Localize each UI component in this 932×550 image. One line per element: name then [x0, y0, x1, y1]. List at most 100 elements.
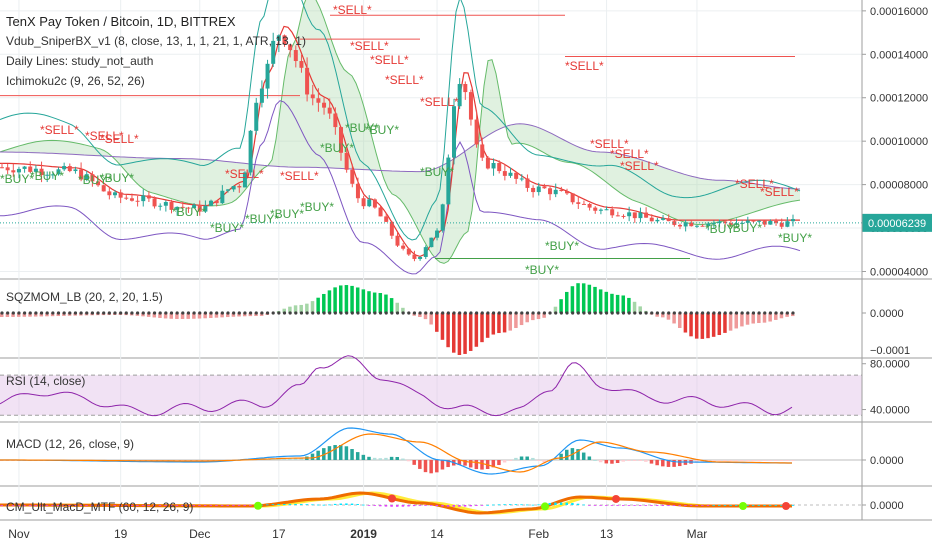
- candle-body: [548, 188, 553, 195]
- cm-histogram-bar: [791, 505, 794, 506]
- squeeze-histogram-bar: [186, 313, 190, 319]
- squeeze-dot: [198, 311, 202, 315]
- cm-histogram-bar: [350, 503, 354, 505]
- buy-signal-label: *BUY*: [728, 221, 762, 235]
- squeeze-dot: [740, 311, 744, 315]
- buy-signal-label: *BUY*: [78, 173, 112, 187]
- candle-body: [598, 209, 603, 211]
- cm-histogram-bar: [407, 505, 410, 507]
- squeeze-dot: [588, 311, 592, 315]
- candle-body: [542, 186, 547, 189]
- cm-histogram-bar: [757, 505, 761, 506]
- squeeze-dot: [463, 311, 467, 315]
- squeeze-histogram-bar: [310, 301, 315, 313]
- squeeze-dot: [299, 311, 304, 315]
- squeeze-dot: [186, 311, 191, 315]
- squeeze-dot: [28, 311, 32, 315]
- macd-histogram-bar: [751, 460, 755, 461]
- squeeze-dot: [424, 311, 428, 315]
- squeeze-dot: [429, 311, 433, 315]
- candle-body: [146, 195, 151, 199]
- cm-histogram-bar: [367, 505, 371, 506]
- squeeze-dot: [282, 311, 287, 315]
- squeeze-dot: [712, 311, 716, 315]
- squeeze-dot: [265, 311, 270, 315]
- squeeze-dot: [684, 311, 688, 315]
- price-axis-label: 0.00004000: [870, 266, 928, 278]
- macd-histogram-bar: [372, 457, 377, 460]
- squeeze-dot: [277, 311, 281, 315]
- squeeze-dot: [723, 311, 727, 315]
- cm-histogram-bar: [237, 505, 241, 506]
- cm-histogram-bar: [412, 505, 416, 507]
- candle-body: [502, 171, 507, 176]
- squeeze-histogram-bar: [706, 313, 710, 339]
- squeeze-histogram-bar: [389, 298, 394, 313]
- candle-body: [135, 200, 140, 202]
- squeeze-dot: [627, 311, 631, 315]
- price-axis-label: 0.00010000: [870, 136, 928, 148]
- candle-body: [384, 216, 389, 222]
- squeeze-histogram-bar: [728, 313, 733, 331]
- squeeze-dot: [141, 311, 145, 315]
- squeeze-histogram-bar: [627, 297, 631, 313]
- candle-body: [412, 254, 417, 259]
- candle-body: [90, 174, 95, 182]
- macd-histogram-bar: [632, 460, 637, 461]
- macd-histogram-bar: [316, 450, 320, 460]
- cm-histogram-bar: [463, 505, 467, 507]
- macd-histogram-bar: [694, 460, 699, 463]
- macd-histogram-bar: [322, 448, 326, 460]
- candle-body: [209, 200, 214, 206]
- squeeze-dot: [226, 311, 230, 315]
- cm-histogram-bar: [486, 504, 489, 506]
- candle-body: [491, 163, 496, 169]
- squeeze-histogram-bar: [293, 305, 298, 313]
- squeeze-dot: [458, 311, 462, 315]
- candle-body: [73, 169, 78, 172]
- squeeze-histogram-bar: [169, 313, 173, 319]
- macd-histogram-bar: [339, 444, 343, 460]
- sell-signal-label: *SELL*: [590, 137, 629, 151]
- candle-body: [203, 205, 208, 212]
- squeeze-dot: [73, 311, 78, 315]
- price-axis-label: 0.00014000: [870, 49, 928, 61]
- cm-histogram-bar: [418, 505, 422, 506]
- candle-body: [418, 256, 423, 259]
- squeeze-dot: [729, 311, 733, 315]
- ichimoku-span-b: [0, 123, 801, 190]
- candle-body: [723, 221, 728, 224]
- squeeze-histogram-bar: [163, 313, 168, 319]
- cm-histogram-bar: [271, 504, 275, 506]
- macd-histogram-bar: [299, 457, 303, 460]
- cm-histogram-bar: [288, 503, 292, 505]
- candle-body: [559, 189, 564, 192]
- squeeze-dot: [616, 311, 620, 315]
- cm-histogram-bar: [232, 505, 235, 506]
- candle-body: [299, 61, 304, 68]
- candle-body: [169, 202, 174, 210]
- candle-body: [762, 220, 767, 225]
- squeeze-dot: [328, 311, 332, 315]
- candle-body: [214, 200, 219, 204]
- candle-body: [293, 50, 298, 62]
- candle-body: [604, 209, 609, 211]
- candle-body: [480, 144, 485, 158]
- pane-background: [0, 0, 862, 278]
- macd-histogram-bar: [762, 460, 767, 461]
- candle-body: [67, 166, 72, 172]
- cm-histogram-bar: [113, 505, 116, 506]
- cm-histogram-bar: [153, 505, 156, 506]
- cm-cross-dot: [612, 494, 620, 503]
- squeeze-dot: [604, 311, 609, 315]
- squeeze-histogram-bar: [0, 313, 4, 317]
- candle-body: [463, 83, 468, 93]
- candle-body: [124, 197, 129, 199]
- candle-body: [33, 168, 38, 172]
- macd-histogram-bar: [576, 449, 580, 460]
- sell-signal-label: *SELL*: [610, 147, 649, 161]
- cm-histogram-bar: [6, 505, 9, 506]
- candle-body: [79, 169, 84, 180]
- cm-histogram-bar: [34, 505, 37, 506]
